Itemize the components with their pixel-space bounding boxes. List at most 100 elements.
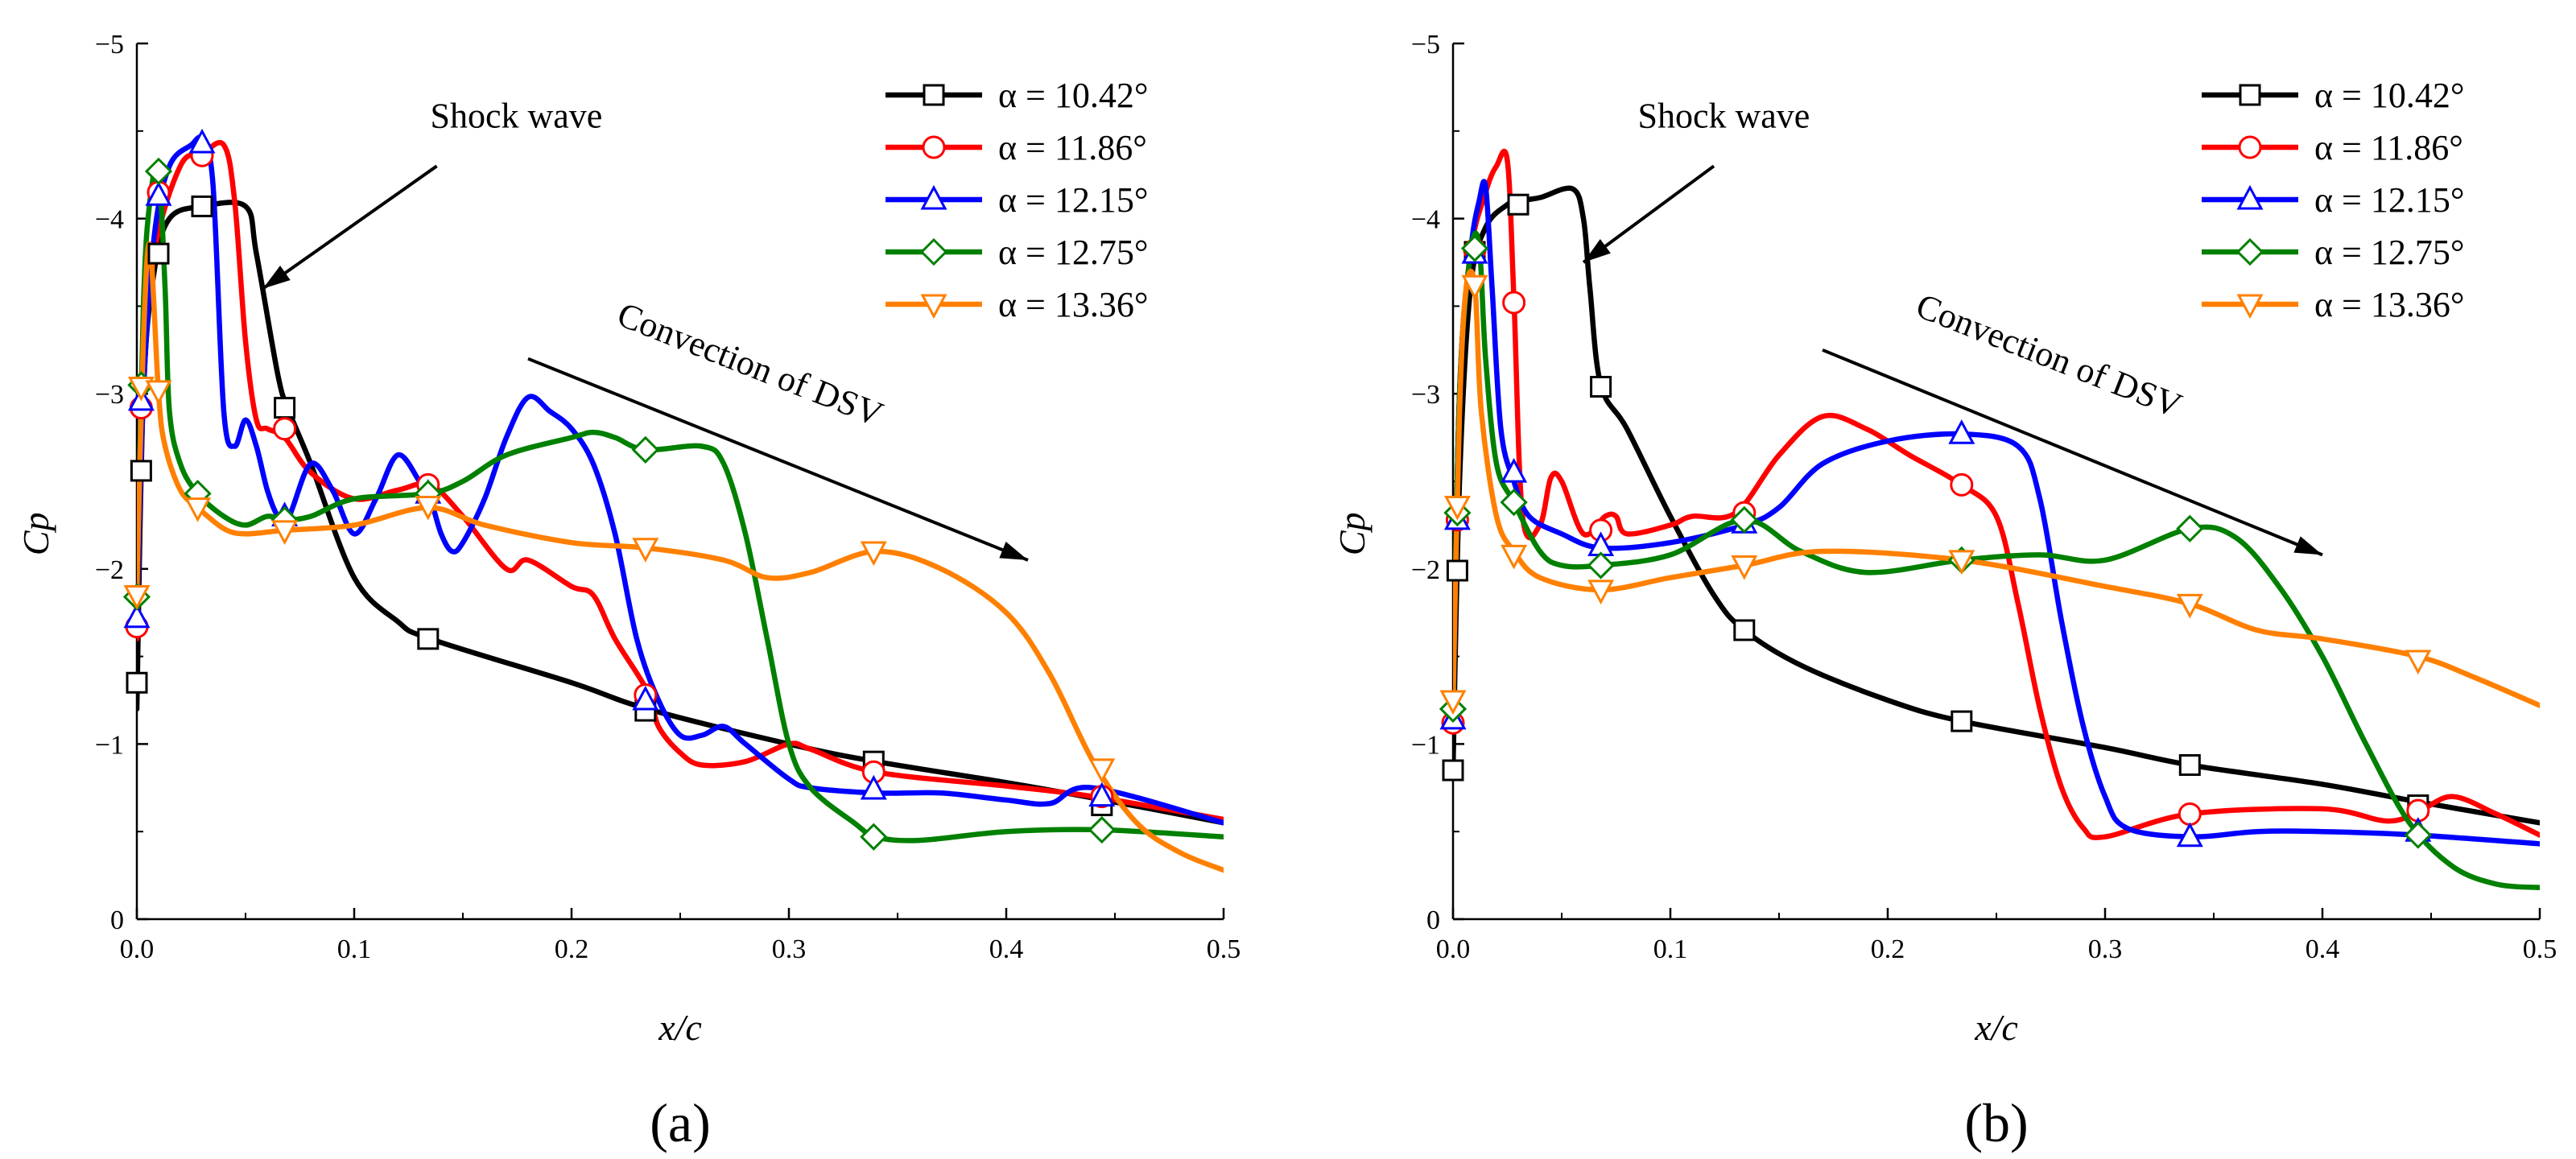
data-point-2-5 <box>273 417 297 441</box>
data-point-5-3 <box>1461 274 1488 300</box>
legend-entry-5: α = 13.36° <box>2314 285 2464 324</box>
data-point-1-4 <box>191 195 213 217</box>
y-tick-label: −1 <box>1411 730 1440 760</box>
data-point-1-6 <box>1733 619 1756 641</box>
x-tick-label: 0.4 <box>2306 934 2340 964</box>
annotation-text-2: Convection of DSV <box>612 295 888 435</box>
data-point-1-4 <box>1507 193 1530 216</box>
data-point-5-2 <box>1443 495 1471 521</box>
panel-a: 0.0 0.1 0.2 0.3 0.4 0.5 0 −1 −2 −3 −4 −5 x/c Cp (a) Sho… <box>15 30 1241 1153</box>
y-tick-label: 0 <box>110 905 124 935</box>
data-point-1-8 <box>2178 754 2201 777</box>
series-markers-5 <box>1439 274 2432 716</box>
series-line-3 <box>137 134 1224 826</box>
data-point-3-9 <box>1088 782 1116 807</box>
legend-entry-2: α = 11.86° <box>998 128 1147 167</box>
series-lines <box>1453 148 2540 891</box>
legend-marker-5 <box>920 294 947 320</box>
data-point-2-4 <box>1502 291 1526 315</box>
data-point-3-1 <box>123 603 151 629</box>
data-point-5-1 <box>123 584 151 610</box>
data-point-1-2 <box>130 460 152 482</box>
series-line-5 <box>1453 268 2540 708</box>
data-point-4-4 <box>1500 488 1528 517</box>
annotation-arrowhead-1 <box>1583 238 1611 262</box>
x-tick-label: 0.2 <box>555 934 589 964</box>
data-point-4-3 <box>144 157 173 185</box>
data-point-4-9 <box>1088 815 1116 844</box>
data-point-1-6 <box>417 628 440 650</box>
x-tick-label: 0.1 <box>1653 934 1688 964</box>
y-tick-label: −2 <box>1411 555 1440 585</box>
annotation-arrowhead-2 <box>999 542 1028 560</box>
annotation-arrow-1 <box>262 164 438 291</box>
data-point-3-8 <box>2176 822 2203 848</box>
x-tick-label: 0.3 <box>772 934 807 964</box>
legend-marker-4 <box>2235 237 2264 266</box>
annotation-arrowhead-1 <box>262 266 291 289</box>
data-point-2-7 <box>1950 472 1974 497</box>
data-point-5-8 <box>2176 593 2203 619</box>
data-point-5-4 <box>184 497 212 522</box>
legend-entry-3: α = 12.15° <box>998 180 1148 220</box>
legend-marker-1 <box>2239 84 2261 106</box>
data-point-4-5 <box>1587 551 1615 580</box>
data-point-3-4 <box>1501 457 1528 483</box>
legend: α = 10.42° α = 11.86° α = 12.15° α = 12.75°… <box>2202 76 2464 324</box>
legend-entry-5: α = 13.36° <box>998 285 1148 324</box>
data-point-1-5 <box>1590 375 1612 398</box>
data-point-3-3 <box>145 181 172 206</box>
y-tick-label: 0 <box>1426 905 1440 935</box>
y-tick-label: −3 <box>1411 380 1440 410</box>
legend-entry-3: α = 12.15° <box>2314 180 2464 220</box>
data-point-1-7 <box>1951 710 1973 732</box>
annotation-arrow-2 <box>527 357 1029 562</box>
panel-label: (a) <box>650 1092 710 1153</box>
data-point-5-6 <box>1731 555 1758 580</box>
panel-b: 0.0 0.1 0.2 0.3 0.4 0.5 0 −1 −2 −3 −4 −5 x/c Cp (b) Sho… <box>1331 30 2557 1153</box>
annotation-text-1: Shock wave <box>1638 96 1810 135</box>
series-markers-1 <box>1442 193 2429 817</box>
data-point-1-3 <box>147 242 170 265</box>
series-line-4 <box>137 163 1224 843</box>
data-point-4-7 <box>631 435 659 464</box>
data-point-2-8 <box>2178 802 2202 826</box>
legend-marker-4 <box>919 237 948 266</box>
data-point-5-1 <box>1439 690 1467 716</box>
y-tick-label: −4 <box>95 205 124 235</box>
annotation-arrowhead-2 <box>2293 536 2322 555</box>
annotation-arrow-2 <box>1822 348 2323 557</box>
data-point-5-2 <box>127 376 155 402</box>
data-point-5-4 <box>1501 544 1528 570</box>
x-axis-label: x/c <box>658 1007 702 1048</box>
data-point-1-1 <box>126 671 148 694</box>
legend-entry-4: α = 12.75° <box>998 233 1148 272</box>
data-point-4-8 <box>860 823 888 851</box>
legend-marker-3 <box>920 184 947 210</box>
series-markers-3 <box>123 128 1116 807</box>
data-point-4-6 <box>1730 505 1758 534</box>
annotation-text-1: Shock wave <box>431 96 603 135</box>
legend-entry-1: α = 10.42° <box>998 76 1148 115</box>
data-point-3-7 <box>632 685 659 711</box>
series-markers-5 <box>123 376 1116 784</box>
y-axis-label: Cp <box>1331 512 1373 555</box>
x-tick-label: 0.2 <box>1871 934 1905 964</box>
x-axis-label: x/c <box>1974 1007 2018 1048</box>
y-tick-label: −4 <box>1411 205 1440 235</box>
data-point-5-9 <box>1088 758 1116 784</box>
y-tick-label: −3 <box>95 380 124 410</box>
legend: α = 10.42° α = 11.86° α = 12.15° α = 12.75°… <box>886 76 1148 324</box>
data-point-1-2 <box>1446 559 1468 582</box>
y-axis-label: Cp <box>15 512 56 555</box>
legend-marker-2 <box>2238 135 2262 159</box>
y-tick-label: −1 <box>95 730 124 760</box>
data-point-5-5 <box>1587 580 1615 605</box>
series-line-1 <box>1453 185 2540 826</box>
data-point-5-5 <box>271 520 299 546</box>
y-tick-label: −2 <box>95 555 124 585</box>
y-tick-label: −5 <box>95 30 124 60</box>
data-point-4-3 <box>1460 234 1489 262</box>
data-point-3-7 <box>1948 419 1975 444</box>
